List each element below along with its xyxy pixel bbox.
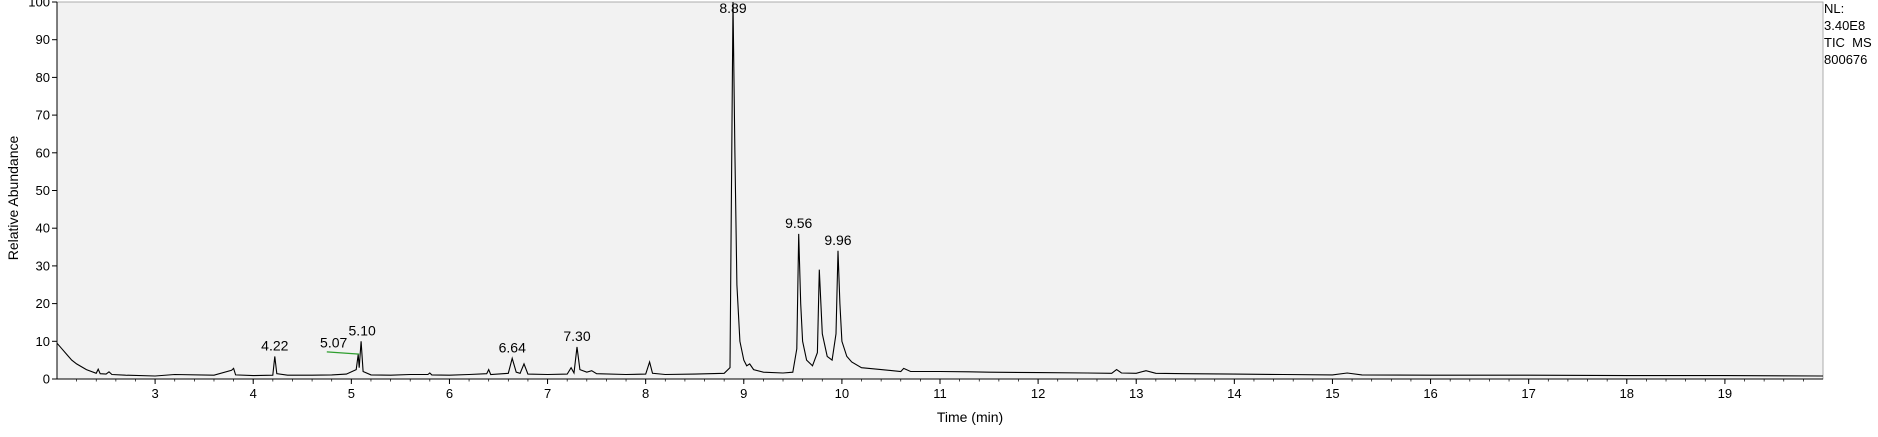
sample-id: 800676: [1824, 52, 1868, 67]
y-tick-label: 10: [36, 334, 50, 349]
peak-label-9-96: 9.96: [824, 232, 851, 248]
y-tick-label: 50: [36, 183, 50, 198]
x-tick-label: 16: [1423, 386, 1437, 401]
y-tick-label: 60: [36, 145, 50, 160]
peak-label-6-64: 6.64: [499, 339, 526, 355]
peak-label-4-22: 4.22: [261, 337, 288, 353]
normalization-info: NL: 3.40E8 TIC MS 800676: [1824, 0, 1872, 68]
x-tick-label: 18: [1620, 386, 1634, 401]
peak-label-7-30: 7.30: [563, 328, 590, 344]
peak-label-8-89: 8.89: [719, 0, 746, 16]
x-tick-label: 17: [1521, 386, 1535, 401]
peak-label-5-07: 5.07: [320, 334, 347, 350]
x-axis-ticks: 3 4 5 6 7 8 9 10 11 12 13 14 15 16 17 18 19: [151, 379, 1732, 401]
x-tick-label: 7: [544, 386, 551, 401]
x-tick-label: 19: [1718, 386, 1732, 401]
x-tick-label: 10: [835, 386, 849, 401]
plot-area: [56, 1, 1824, 380]
nl-label: NL:: [1824, 1, 1845, 16]
x-tick-label: 8: [642, 386, 649, 401]
peak-annotation-line: [326, 351, 360, 355]
y-axis-ticks: 0 10 20 30 40 50 60 70 80 90 100: [28, 0, 57, 387]
y-tick-label: 0: [43, 372, 50, 387]
tic-trace-line: [56, 1, 1824, 377]
y-tick-label: 40: [36, 221, 50, 236]
scan-type: TIC MS: [1824, 35, 1872, 50]
peak-label-5-10: 5.10: [349, 322, 376, 338]
y-tick-label: 90: [36, 32, 50, 47]
peak-label-9-56: 9.56: [785, 215, 812, 231]
x-tick-label: 14: [1227, 386, 1241, 401]
y-tick-label: 80: [36, 70, 50, 85]
y-tick-label: 100: [28, 0, 50, 10]
x-tick-label: 11: [933, 386, 947, 401]
x-tick-label: 4: [250, 386, 257, 401]
x-tick-label: 12: [1031, 386, 1045, 401]
x-tick-label: 5: [348, 386, 355, 401]
y-tick-label: 70: [36, 108, 50, 123]
x-axis-label: Time (min): [937, 409, 1003, 425]
nl-value: 3.40E8: [1824, 18, 1866, 33]
x-tick-label: 15: [1325, 386, 1339, 401]
x-tick-label: 6: [446, 386, 453, 401]
y-axis-label: Relative Abundance: [5, 136, 21, 261]
y-tick-label: 30: [36, 258, 50, 273]
y-tick-label: 20: [36, 296, 50, 311]
x-tick-label: 13: [1129, 386, 1143, 401]
x-tick-label: 3: [151, 386, 158, 401]
peak-labels: 4.22 5.075.10 6.64 7.30 8.89 9.56 9.96: [261, 0, 852, 355]
x-tick-label: 9: [740, 386, 747, 401]
